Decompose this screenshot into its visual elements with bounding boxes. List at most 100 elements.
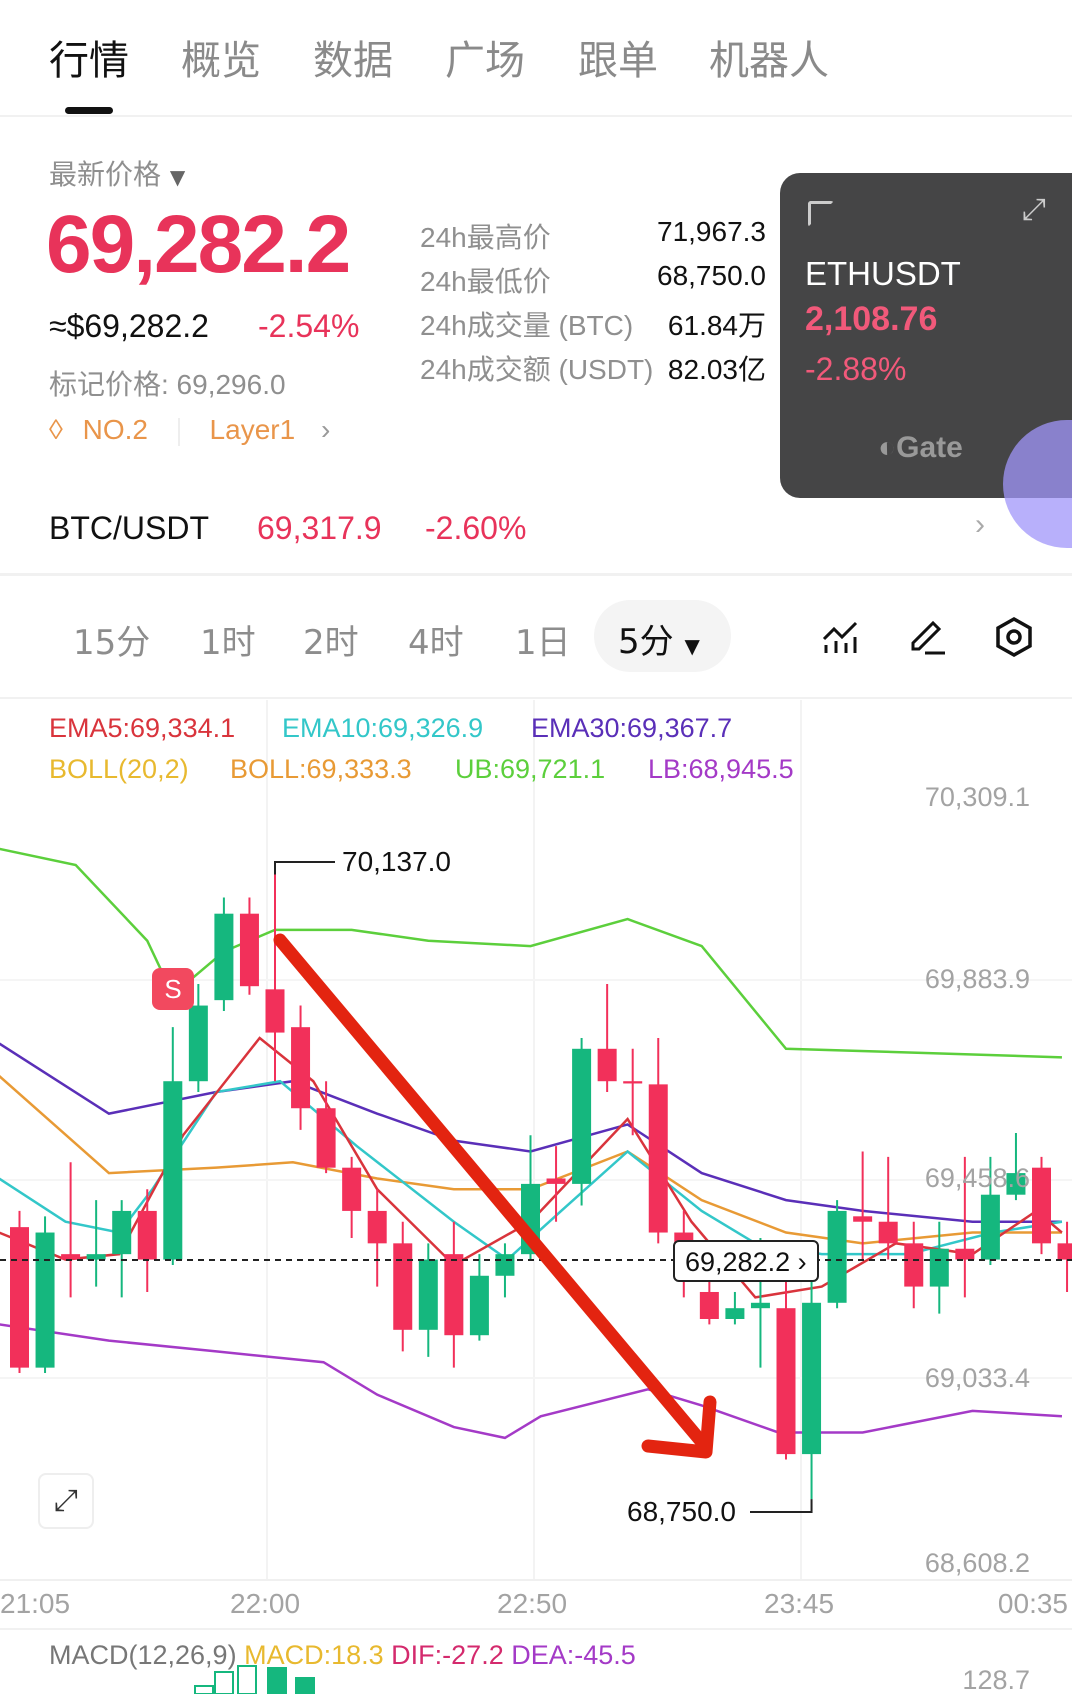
timeframe-1d[interactable]: 1日	[515, 623, 571, 663]
candle-body	[444, 1254, 464, 1336]
legend-ema10: EMA10:69,326.9	[282, 713, 484, 743]
overlay-price: 2,108.76	[805, 300, 938, 338]
stat-label: 24h成交额 (USDT)	[420, 354, 654, 385]
pair-name[interactable]: BTC/USDT	[49, 510, 209, 546]
timeframe-1h[interactable]: 1时	[200, 623, 256, 663]
divider	[177, 417, 180, 446]
candle-body	[316, 1108, 336, 1168]
macd-dea: DEA:-45.5	[511, 1640, 636, 1670]
timeframe-4h[interactable]: 4时	[408, 623, 464, 663]
overlay-change: -2.88%	[805, 351, 907, 387]
candle-body	[1057, 1243, 1072, 1260]
tab-bots[interactable]: 机器人	[709, 38, 829, 84]
y-tick: 68,608.2	[924, 1548, 1030, 1578]
legend-boll: BOLL(20,2)	[49, 754, 189, 784]
timeframe-dropdown[interactable]: 5分 ▼	[594, 600, 731, 672]
macd-dif: DIF:-27.2	[391, 1640, 504, 1670]
fullscreen-button[interactable]: ⤢	[38, 1473, 94, 1529]
legend-ema30: EMA30:69,367.7	[531, 713, 733, 743]
sector-tag[interactable]: Layer1	[209, 414, 296, 445]
caret-down-icon: ▼	[684, 634, 700, 658]
candle-body	[418, 1259, 438, 1330]
draw-icon[interactable]	[907, 617, 947, 657]
candle-body	[929, 1248, 949, 1287]
divider	[0, 573, 1072, 576]
sell-signal-label: S	[164, 974, 181, 1004]
annotation-arrowhead	[641, 1395, 717, 1459]
tab-market[interactable]: 行情	[49, 38, 129, 84]
chevron-right-icon: ›	[320, 414, 331, 445]
tab-square[interactable]: 广场	[445, 38, 525, 84]
x-tick: 22:50	[497, 1588, 568, 1619]
x-tick: 22:00	[230, 1588, 301, 1619]
legend-boll-mid: BOLL:69,333.3	[230, 754, 412, 784]
annotation-arrow	[273, 933, 707, 1447]
y-tick: 69,458.6	[924, 1163, 1030, 1193]
tags-row[interactable]: ◊ NO.2 Layer1 ›	[49, 414, 330, 446]
min-price-label: 68,750.0	[627, 1496, 736, 1527]
indicator-icon[interactable]	[820, 617, 860, 657]
candle-body	[291, 1027, 311, 1109]
divider	[0, 697, 1072, 699]
tab-copy-trade[interactable]: 跟单	[578, 38, 658, 84]
pair-change: -2.60%	[425, 510, 527, 546]
candle-body	[904, 1243, 924, 1287]
y-tick: 69,883.9	[924, 964, 1030, 994]
candle-body	[699, 1291, 719, 1320]
candle-body	[1006, 1173, 1026, 1195]
picture-in-picture-icon[interactable]	[808, 201, 834, 227]
price-type-dropdown[interactable]: 最新价格 ▼	[49, 153, 185, 193]
ub-line	[0, 847, 1062, 1059]
selected-timeframe: 5分	[618, 622, 674, 662]
candle-body	[10, 1227, 29, 1368]
stat-value: 68,750.0	[657, 260, 766, 291]
current-price-tag[interactable]: 69,282.2 ›	[673, 1240, 819, 1282]
gate-logo: ◐Gate	[878, 431, 963, 464]
candle-body	[853, 1216, 873, 1222]
candle-body	[137, 1210, 157, 1260]
settings-icon[interactable]	[993, 616, 1035, 658]
macd-bar	[267, 1667, 287, 1694]
lb-line	[0, 1323, 1063, 1440]
macd-value: MACD:18.3	[244, 1640, 384, 1670]
chevron-right-icon[interactable]: ›	[975, 508, 985, 541]
candle-body	[878, 1221, 898, 1244]
tab-overview[interactable]: 概览	[181, 38, 261, 84]
candle-body	[469, 1275, 489, 1336]
candle-body	[214, 913, 234, 1001]
candle-body	[265, 989, 285, 1033]
timeframe-15m[interactable]: 15分	[73, 623, 151, 663]
candle-body	[750, 1302, 770, 1309]
macd-bar	[214, 1671, 234, 1694]
candle-body	[188, 1005, 208, 1082]
macd-bar	[194, 1685, 214, 1694]
current-price-value: 69,282.2	[685, 1247, 791, 1277]
overlay-symbol: ETHUSDT	[805, 255, 961, 292]
y-tick: 69,033.4	[924, 1363, 1030, 1393]
flame-icon: ◊	[49, 414, 63, 445]
expand-icon[interactable]: ⤢	[1022, 193, 1046, 226]
candle-body	[86, 1254, 106, 1260]
candle-body	[827, 1210, 847, 1303]
price-type-label: 最新价格	[49, 158, 162, 191]
candle-body	[546, 1178, 566, 1184]
candle-body	[163, 1081, 183, 1260]
macd-title: MACD(12,26,9)	[49, 1640, 237, 1670]
rank-tag: NO.2	[82, 414, 148, 445]
pair-price: 69,317.9	[257, 510, 382, 546]
legend-lb: LB:68,945.5	[648, 754, 794, 784]
candle-body	[776, 1308, 796, 1455]
candle-body	[980, 1194, 1000, 1260]
timeframe-2h[interactable]: 2时	[303, 623, 359, 663]
x-tick: 23:45	[764, 1588, 835, 1619]
candle-body	[393, 1243, 413, 1330]
tab-data[interactable]: 数据	[313, 38, 393, 84]
candle-body	[367, 1210, 387, 1244]
macd-bar	[295, 1677, 315, 1694]
mark-price: 标记价格: 69,296.0	[49, 369, 286, 400]
floating-ticker-window[interactable]: ⤢ ETHUSDT 2,108.76 -2.88% ◐Gate	[780, 173, 1072, 498]
candle-body	[239, 913, 259, 987]
candle-body	[725, 1308, 745, 1320]
stat-value: 61.84万	[667, 310, 766, 341]
